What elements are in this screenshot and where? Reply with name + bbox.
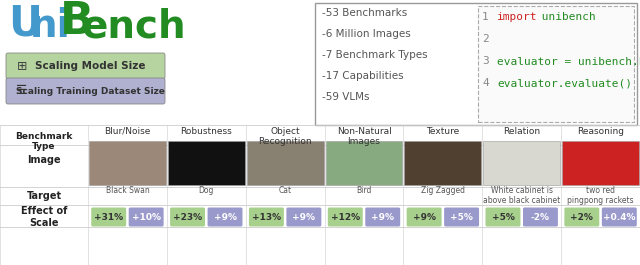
Text: Texture: Texture: [426, 127, 460, 136]
Text: Scaling Training Dataset Size: Scaling Training Dataset Size: [15, 86, 164, 95]
Text: Robustness: Robustness: [180, 127, 232, 136]
FancyBboxPatch shape: [315, 3, 637, 125]
Text: +31%: +31%: [94, 213, 124, 222]
Text: +10%: +10%: [132, 213, 161, 222]
Text: Target: Target: [26, 191, 61, 201]
FancyBboxPatch shape: [328, 207, 363, 227]
Text: +13%: +13%: [252, 213, 281, 222]
FancyBboxPatch shape: [246, 141, 324, 185]
Text: evaluator = unibench.Evaluator(): evaluator = unibench.Evaluator(): [497, 56, 640, 66]
Text: +0.4%: +0.4%: [603, 213, 636, 222]
Text: ☰: ☰: [17, 85, 28, 98]
Text: B: B: [60, 0, 94, 43]
Text: ni: ni: [30, 7, 71, 45]
FancyBboxPatch shape: [478, 6, 634, 122]
Text: +23%: +23%: [173, 213, 202, 222]
FancyBboxPatch shape: [6, 53, 165, 79]
Text: unibench: unibench: [535, 12, 596, 22]
Text: +2%: +2%: [570, 213, 593, 222]
FancyBboxPatch shape: [168, 141, 244, 185]
FancyBboxPatch shape: [483, 141, 560, 185]
Text: 3: 3: [482, 56, 489, 66]
FancyBboxPatch shape: [602, 207, 637, 227]
Text: Effect of
Scale: Effect of Scale: [21, 206, 67, 228]
Text: import: import: [497, 12, 538, 22]
Text: White cabinet is
above black cabinet: White cabinet is above black cabinet: [483, 186, 561, 205]
Text: +9%: +9%: [371, 213, 394, 222]
Text: Zig Zagged: Zig Zagged: [421, 186, 465, 195]
Text: -2%: -2%: [531, 213, 550, 222]
Text: +5%: +5%: [492, 213, 515, 222]
Text: -59 VLMs: -59 VLMs: [322, 92, 369, 102]
Text: -7 Benchmark Types: -7 Benchmark Types: [322, 50, 428, 60]
FancyBboxPatch shape: [486, 207, 520, 227]
Text: 2: 2: [482, 34, 489, 44]
Text: -6 Million Images: -6 Million Images: [322, 29, 411, 39]
FancyBboxPatch shape: [444, 207, 479, 227]
FancyBboxPatch shape: [326, 141, 403, 185]
FancyBboxPatch shape: [523, 207, 558, 227]
Text: -53 Benchmarks: -53 Benchmarks: [322, 8, 407, 18]
Text: +9%: +9%: [413, 213, 436, 222]
FancyBboxPatch shape: [287, 207, 321, 227]
Text: Reasoning: Reasoning: [577, 127, 624, 136]
Text: Object
Recognition: Object Recognition: [259, 127, 312, 146]
FancyBboxPatch shape: [89, 141, 166, 185]
Text: Benchmark
Type: Benchmark Type: [15, 132, 73, 151]
FancyBboxPatch shape: [170, 207, 205, 227]
FancyBboxPatch shape: [564, 207, 599, 227]
Text: 1: 1: [482, 12, 489, 22]
Text: Non-Natural
Images: Non-Natural Images: [337, 127, 392, 146]
Text: Relation: Relation: [503, 127, 540, 136]
Text: 4: 4: [482, 78, 489, 88]
Text: +12%: +12%: [331, 213, 360, 222]
FancyBboxPatch shape: [92, 207, 126, 227]
Text: Bird: Bird: [356, 186, 372, 195]
FancyBboxPatch shape: [6, 78, 165, 104]
FancyBboxPatch shape: [249, 207, 284, 227]
FancyBboxPatch shape: [129, 207, 164, 227]
Text: Image: Image: [27, 155, 61, 165]
Text: U: U: [8, 3, 42, 45]
Text: ench: ench: [81, 7, 186, 45]
Text: +9%: +9%: [214, 213, 237, 222]
FancyBboxPatch shape: [406, 207, 442, 227]
Text: ⊞: ⊞: [17, 60, 28, 73]
Text: +5%: +5%: [450, 213, 473, 222]
Text: evaluator.evaluate(): evaluator.evaluate(): [497, 78, 632, 88]
Text: Dog: Dog: [198, 186, 214, 195]
Text: two red
pingpong rackets: two red pingpong rackets: [567, 186, 634, 205]
Text: -17 Capabilities: -17 Capabilities: [322, 71, 404, 81]
Text: Blur/Noise: Blur/Noise: [104, 127, 150, 136]
Text: Black Swan: Black Swan: [106, 186, 149, 195]
FancyBboxPatch shape: [365, 207, 400, 227]
FancyBboxPatch shape: [207, 207, 243, 227]
FancyBboxPatch shape: [404, 141, 481, 185]
Text: +9%: +9%: [292, 213, 316, 222]
Text: Scaling Model Size: Scaling Model Size: [35, 61, 145, 71]
Text: Cat: Cat: [278, 186, 292, 195]
FancyBboxPatch shape: [562, 141, 639, 185]
